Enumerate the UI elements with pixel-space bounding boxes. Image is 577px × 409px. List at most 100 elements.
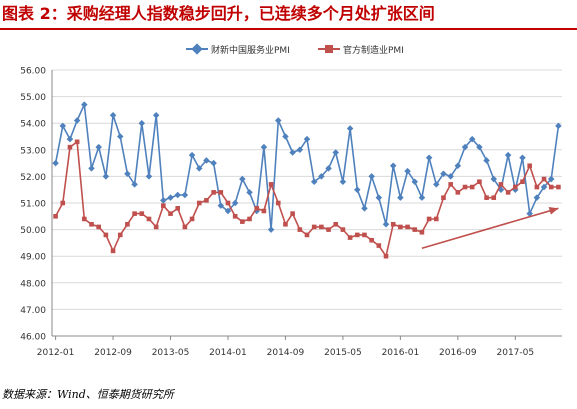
manufacturing-pmi-point bbox=[240, 219, 245, 224]
services-pmi-point bbox=[95, 143, 102, 151]
manufacturing-pmi-point bbox=[405, 224, 410, 230]
manufacturing-pmi-point bbox=[153, 224, 159, 230]
manufacturing-pmi-point bbox=[376, 243, 382, 248]
services-pmi-point bbox=[425, 154, 433, 162]
services-pmi-point bbox=[181, 191, 189, 199]
manufacturing-pmi-point bbox=[297, 227, 303, 232]
x-axis: 2012-01 2012-09 2013-05 2014-01 2014-09 2015-… bbox=[37, 335, 562, 358]
manufacturing-pmi-point bbox=[146, 216, 152, 222]
manufacturing-pmi-point bbox=[53, 214, 58, 219]
manufacturing-pmi-point bbox=[254, 206, 260, 211]
manufacturing-pmi-point bbox=[182, 224, 188, 230]
services-pmi-point bbox=[289, 149, 296, 156]
y-tick-label: 53.00 bbox=[20, 146, 46, 156]
manufacturing-pmi-line bbox=[54, 141, 559, 257]
services-pmi-point bbox=[418, 194, 426, 201]
services-pmi-point bbox=[354, 186, 361, 193]
services-pmi-point bbox=[547, 175, 555, 183]
services-pmi-point bbox=[339, 178, 347, 185]
y-tick-label: 54.00 bbox=[20, 120, 46, 130]
services-pmi-point bbox=[375, 194, 383, 201]
services-pmi-point bbox=[483, 157, 490, 164]
services-pmi-point bbox=[217, 202, 225, 209]
services-pmi-point bbox=[246, 189, 253, 196]
manufacturing-pmi-point bbox=[283, 221, 288, 227]
x-tick-label: 2016-01 bbox=[382, 348, 420, 358]
manufacturing-pmi-point bbox=[448, 182, 453, 187]
services-pmi-point bbox=[476, 143, 483, 151]
services-pmi-point bbox=[382, 221, 390, 228]
services-pmi-point bbox=[145, 173, 153, 180]
services-pmi-point bbox=[52, 159, 59, 167]
services-pmi-point bbox=[102, 173, 110, 180]
services-pmi-point bbox=[411, 178, 418, 185]
x-tick-label: 2012-09 bbox=[94, 348, 132, 358]
manufacturing-pmi-point bbox=[462, 184, 468, 190]
manufacturing-pmi-point bbox=[412, 227, 418, 232]
services-pmi-point bbox=[152, 111, 160, 119]
manufacturing-pmi-point bbox=[232, 214, 238, 219]
legend: 财新中国服务业PMI 官方制造业PMI bbox=[186, 43, 404, 56]
manufacturing-pmi-point bbox=[290, 211, 295, 216]
manufacturing-pmi-point bbox=[520, 179, 525, 185]
services-pmi-point bbox=[131, 181, 138, 188]
manufacturing-pmi-point bbox=[347, 235, 353, 240]
services-pmi-point bbox=[167, 194, 174, 201]
services-pmi-point bbox=[361, 205, 368, 212]
series-group bbox=[52, 101, 562, 259]
x-tick-label: 2014-01 bbox=[209, 348, 247, 358]
services-pmi-point bbox=[318, 173, 325, 180]
manufacturing-pmi-point bbox=[491, 195, 497, 200]
manufacturing-pmi-point bbox=[340, 227, 346, 232]
services-pmi-point bbox=[325, 165, 332, 172]
manufacturing-pmi-point bbox=[354, 232, 360, 238]
services-pmi-point bbox=[88, 165, 95, 172]
x-tick-label: 2014-09 bbox=[267, 348, 305, 358]
services-pmi-point bbox=[116, 133, 124, 140]
services-pmi-point bbox=[124, 170, 131, 177]
manufacturing-pmi-point bbox=[261, 208, 267, 214]
services-pmi-point bbox=[397, 194, 404, 201]
x-tick-label: 2012-01 bbox=[37, 348, 75, 358]
y-tick-label: 51.00 bbox=[20, 200, 46, 210]
manufacturing-pmi-point bbox=[455, 190, 461, 195]
manufacturing-pmi-point bbox=[117, 232, 123, 238]
services-pmi-point bbox=[368, 173, 375, 180]
manufacturing-pmi-point bbox=[268, 182, 274, 187]
manufacturing-pmi-point bbox=[383, 253, 389, 259]
manufacturing-pmi-point bbox=[67, 144, 73, 150]
manufacturing-pmi-point bbox=[398, 224, 403, 230]
manufacturing-pmi-point bbox=[333, 221, 339, 227]
services-pmi-point bbox=[210, 159, 217, 167]
services-pmi-point bbox=[504, 151, 512, 159]
manufacturing-pmi-point bbox=[189, 216, 195, 222]
services-pmi-point bbox=[540, 183, 548, 191]
y-tick-label: 50.00 bbox=[20, 226, 46, 236]
services-pmi-point bbox=[404, 167, 411, 175]
y-tick-label: 52.00 bbox=[20, 173, 46, 183]
trend-arrow-head bbox=[548, 207, 559, 215]
services-pmi-point bbox=[310, 178, 318, 185]
y-tick-label: 47.00 bbox=[20, 306, 46, 316]
y-tick-label: 46.00 bbox=[20, 333, 46, 343]
manufacturing-pmi-point bbox=[513, 184, 518, 190]
manufacturing-pmi-point bbox=[477, 179, 482, 185]
manufacturing-pmi-point bbox=[527, 163, 532, 169]
services-pmi-point bbox=[81, 101, 88, 108]
manufacturing-pmi-point bbox=[441, 195, 446, 200]
manufacturing-pmi-point bbox=[469, 184, 475, 190]
x-tick-label: 2016-09 bbox=[439, 348, 477, 358]
services-pmi-point bbox=[73, 117, 81, 124]
manufacturing-pmi-point bbox=[196, 200, 202, 206]
legend-manufacturing-marker bbox=[325, 45, 333, 53]
services-pmi-point bbox=[160, 197, 167, 204]
manufacturing-pmi-point bbox=[225, 200, 231, 206]
x-tick-label: 2013-05 bbox=[152, 348, 190, 358]
manufacturing-pmi-point bbox=[319, 224, 324, 230]
trend-arrow-line bbox=[421, 207, 559, 249]
figure-title: 图表 2：采购经理人指数稳步回升，已连续多个月处扩张区间 bbox=[0, 0, 577, 30]
services-pmi-point bbox=[224, 207, 232, 215]
manufacturing-pmi-point bbox=[433, 216, 439, 222]
manufacturing-pmi-point bbox=[362, 232, 367, 238]
manufacturing-pmi-point bbox=[161, 203, 166, 208]
